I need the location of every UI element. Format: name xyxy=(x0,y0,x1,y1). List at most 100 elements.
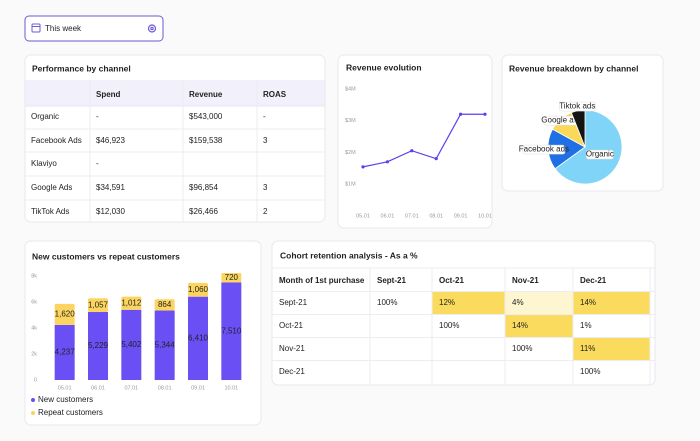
bar-value-label: 1,060 xyxy=(188,285,209,294)
bar-value-label: 5,344 xyxy=(155,340,176,349)
bar xyxy=(188,282,208,297)
x-tick-label: 07.01 xyxy=(124,385,138,391)
table-cell: Oct-21 xyxy=(279,321,304,330)
x-tick-label: 06.01 xyxy=(381,213,395,219)
line-card xyxy=(337,54,493,229)
column-header: Sept-21 xyxy=(377,276,406,285)
x-tick-label: 05.01 xyxy=(356,213,370,219)
table-cell: $543,000 xyxy=(189,112,223,121)
table-cell: - xyxy=(96,112,99,121)
table-cell: $34,591 xyxy=(96,183,125,192)
bar-value-label: 5,229 xyxy=(88,341,109,350)
bar-value-label: 1,057 xyxy=(88,300,109,309)
bar xyxy=(221,273,242,283)
column-header: Oct-21 xyxy=(439,276,464,285)
pie-label-box xyxy=(559,101,596,112)
bar-value-label: 864 xyxy=(158,300,172,309)
table-cell: 3 xyxy=(263,183,268,192)
pie-label-box xyxy=(586,149,614,160)
y-tick-label: $3M xyxy=(345,118,356,124)
bar-value-label: 1,012 xyxy=(121,298,142,307)
column-header: Revenue xyxy=(189,90,223,99)
table-cell: 100% xyxy=(439,321,459,330)
chart-title: Revenue breakdown by channel xyxy=(509,63,638,73)
column-header: Month of 1st purchase xyxy=(279,276,365,285)
y-tick-label: 6k xyxy=(31,299,37,305)
heat-cell xyxy=(432,292,505,314)
bar xyxy=(154,310,175,380)
table-cell: Google Ads xyxy=(31,183,72,192)
table-cell: Nov-21 xyxy=(279,344,305,353)
column-header: Nov-21 xyxy=(512,276,539,285)
bar-value-label: 720 xyxy=(225,273,239,282)
point xyxy=(434,157,438,161)
calendar-icon xyxy=(31,23,41,33)
table-cell: Sept-21 xyxy=(279,298,308,307)
y-tick-label: 4k xyxy=(31,325,37,331)
date-filter[interactable] xyxy=(24,15,164,42)
table-cell: 1% xyxy=(580,321,592,330)
point xyxy=(361,165,365,169)
settings-icon[interactable] xyxy=(147,24,157,33)
table-cell: Facebook Ads xyxy=(31,136,82,145)
table-cell: Dec-21 xyxy=(279,367,305,376)
column-header: ROAS xyxy=(263,90,287,99)
chart-title: New customers vs repeat customers xyxy=(32,251,180,261)
x-tick-label: 09.01 xyxy=(191,385,205,391)
bar xyxy=(221,282,242,380)
y-tick-label: $2M xyxy=(345,150,356,156)
bar xyxy=(54,324,75,380)
bar-value-label: 5,402 xyxy=(121,340,142,349)
card-title: Performance by channel xyxy=(32,63,131,73)
table-cell: 11% xyxy=(580,344,595,353)
bar xyxy=(121,296,142,310)
x-tick-label: 09.01 xyxy=(454,213,468,219)
bar-value-label: 6,410 xyxy=(188,333,209,342)
pie-label: Google ads xyxy=(541,116,582,125)
point xyxy=(385,160,389,164)
table-cell: $26,466 xyxy=(189,207,218,216)
bar-value-label: 7,510 xyxy=(221,326,242,335)
table-cell: 3 xyxy=(263,136,268,145)
column-header: Dec-21 xyxy=(580,276,607,285)
x-tick-label: 06.01 xyxy=(91,385,105,391)
bar xyxy=(54,303,75,325)
legend-swatch xyxy=(31,411,35,415)
line xyxy=(362,113,485,168)
pie-slice xyxy=(554,109,623,185)
table-cell: 2 xyxy=(263,207,268,216)
table-cell: TikTok Ads xyxy=(31,207,69,216)
bar xyxy=(154,299,175,311)
table-cell: 14% xyxy=(580,298,596,307)
date-filter-label[interactable]: This week xyxy=(45,24,82,33)
bar xyxy=(121,309,142,380)
x-tick-label: 08.01 xyxy=(429,213,443,219)
x-tick-label: 07.01 xyxy=(405,213,419,219)
table-cell: Organic xyxy=(31,112,59,121)
bar-value-label: 4,237 xyxy=(55,348,76,357)
y-tick-label: $4M xyxy=(345,86,356,92)
pie-label: Tiktok ads xyxy=(559,102,595,111)
table-cell: $96,854 xyxy=(189,183,218,192)
x-tick-label: 10.01 xyxy=(224,385,238,391)
table-cell: 100% xyxy=(377,298,397,307)
table-header-bg xyxy=(25,80,325,107)
pie-label-box xyxy=(522,144,566,155)
table-cell: $159,538 xyxy=(189,136,223,145)
table-cell: 100% xyxy=(512,344,532,353)
column-header: Spend xyxy=(96,90,121,99)
heat-cell xyxy=(505,292,573,314)
legend-swatch xyxy=(31,398,35,402)
table-cell: - xyxy=(96,159,99,168)
x-tick-label: 05.01 xyxy=(58,385,72,391)
chart-title: Revenue evolution xyxy=(346,62,422,72)
table-cell: 4% xyxy=(512,298,524,307)
heat-cell xyxy=(573,292,650,314)
y-tick-label: 0 xyxy=(34,377,37,383)
bar xyxy=(88,298,108,313)
bar-value-label: 1,620 xyxy=(55,309,76,318)
table-cell: 14% xyxy=(512,321,528,330)
point xyxy=(459,112,463,116)
table-cell: $12,030 xyxy=(96,207,125,216)
